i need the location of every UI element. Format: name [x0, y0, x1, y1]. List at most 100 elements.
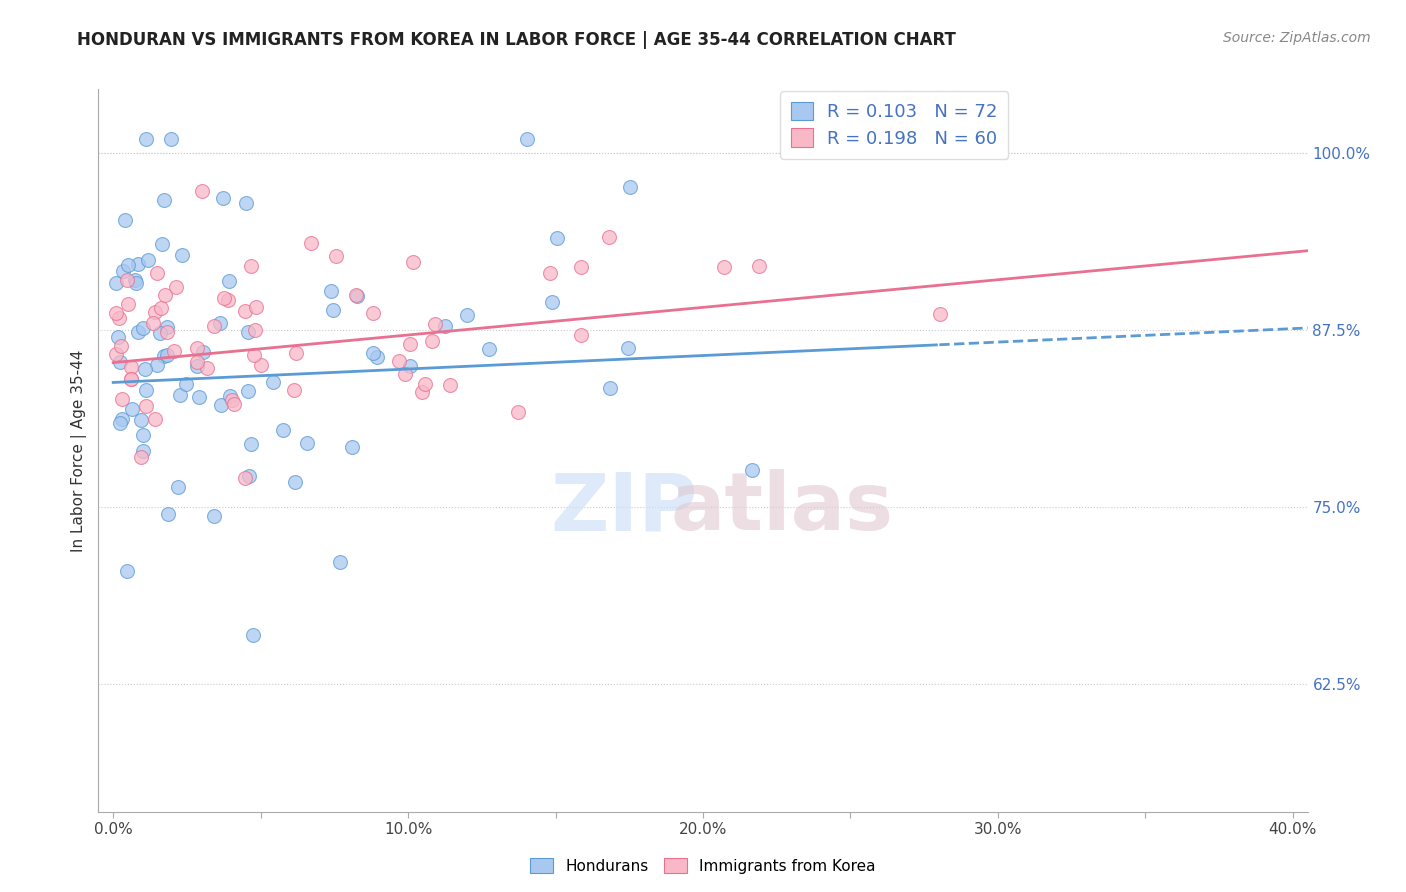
Point	[516, 132, 538, 146]
Point	[165, 280, 187, 294]
Text: HONDURAN VS IMMIGRANTS FROM KOREA IN LABOR FORCE | AGE 35-44 CORRELATION CHART: HONDURAN VS IMMIGRANTS FROM KOREA IN LAB…	[77, 31, 956, 49]
Text: Source: ZipAtlas.com: Source: ZipAtlas.com	[1223, 31, 1371, 45]
Point	[108, 311, 131, 326]
Point	[153, 288, 176, 302]
Point	[212, 191, 235, 205]
Point	[135, 132, 157, 146]
Point	[105, 347, 128, 361]
Point	[363, 346, 385, 360]
Point	[191, 184, 214, 198]
Point	[160, 132, 183, 146]
Point	[108, 355, 131, 369]
Point	[143, 412, 166, 426]
Point	[153, 193, 176, 207]
Point	[138, 253, 160, 268]
Point	[249, 359, 271, 373]
Point	[387, 354, 409, 368]
Point	[713, 260, 735, 275]
Point	[617, 341, 640, 355]
Point	[218, 274, 240, 288]
Point	[132, 444, 155, 458]
Point	[217, 293, 239, 308]
Point	[129, 450, 152, 464]
Point	[191, 345, 214, 359]
Point	[209, 398, 232, 412]
Point	[169, 388, 191, 402]
Point	[284, 475, 307, 489]
Point	[420, 334, 443, 348]
Point	[156, 347, 179, 361]
Point	[402, 255, 425, 269]
Point	[129, 413, 152, 427]
Point	[121, 401, 143, 416]
Point	[346, 289, 368, 303]
Point	[186, 355, 208, 369]
Legend: Hondurans, Immigrants from Korea: Hondurans, Immigrants from Korea	[524, 852, 882, 880]
Point	[132, 427, 155, 442]
Point	[156, 326, 179, 340]
Point	[741, 463, 763, 477]
Point	[399, 336, 422, 351]
Point	[127, 257, 149, 271]
Point	[132, 321, 155, 335]
Point	[236, 384, 259, 399]
Point	[236, 325, 259, 339]
Point	[135, 399, 157, 413]
Point	[149, 326, 172, 341]
Point	[245, 300, 267, 314]
Point	[124, 273, 146, 287]
Point	[218, 389, 240, 403]
Point	[172, 248, 194, 262]
Point	[134, 362, 156, 376]
Point	[538, 266, 561, 280]
Point	[366, 350, 388, 364]
Point	[202, 508, 225, 523]
Point	[221, 393, 243, 408]
Point	[928, 307, 950, 321]
Point	[325, 249, 347, 263]
Point	[174, 376, 197, 391]
Point	[546, 230, 568, 244]
Point	[222, 397, 245, 411]
Point	[202, 319, 225, 334]
Point	[456, 308, 478, 322]
Point	[167, 480, 190, 494]
Point	[540, 294, 562, 309]
Point	[283, 383, 305, 397]
Text: ZIP: ZIP	[551, 469, 697, 548]
Point	[329, 555, 352, 569]
Y-axis label: In Labor Force | Age 35-44: In Labor Force | Age 35-44	[72, 350, 87, 551]
Point	[569, 260, 592, 274]
Text: atlas: atlas	[671, 469, 893, 548]
Point	[115, 564, 138, 578]
Point	[240, 259, 263, 273]
Point	[124, 277, 146, 291]
Point	[127, 325, 149, 339]
Point	[242, 628, 264, 642]
Point	[146, 358, 169, 372]
Point	[150, 237, 173, 252]
Point	[105, 276, 128, 290]
Point	[508, 405, 530, 419]
Point	[322, 302, 344, 317]
Point	[598, 229, 620, 244]
Point	[157, 508, 180, 522]
Point	[233, 303, 256, 318]
Point	[748, 259, 770, 273]
Point	[243, 348, 266, 362]
Point	[340, 440, 363, 454]
Point	[245, 323, 267, 337]
Point	[413, 377, 436, 392]
Point	[235, 195, 257, 210]
Point	[120, 372, 142, 386]
Point	[112, 264, 135, 278]
Point	[107, 330, 129, 344]
Point	[423, 317, 446, 331]
Point	[299, 236, 322, 251]
Point	[361, 305, 384, 319]
Point	[271, 423, 294, 437]
Point	[321, 284, 343, 298]
Legend: R = 0.103   N = 72, R = 0.198   N = 60: R = 0.103 N = 72, R = 0.198 N = 60	[780, 91, 1008, 159]
Point	[149, 301, 172, 315]
Point	[411, 385, 433, 400]
